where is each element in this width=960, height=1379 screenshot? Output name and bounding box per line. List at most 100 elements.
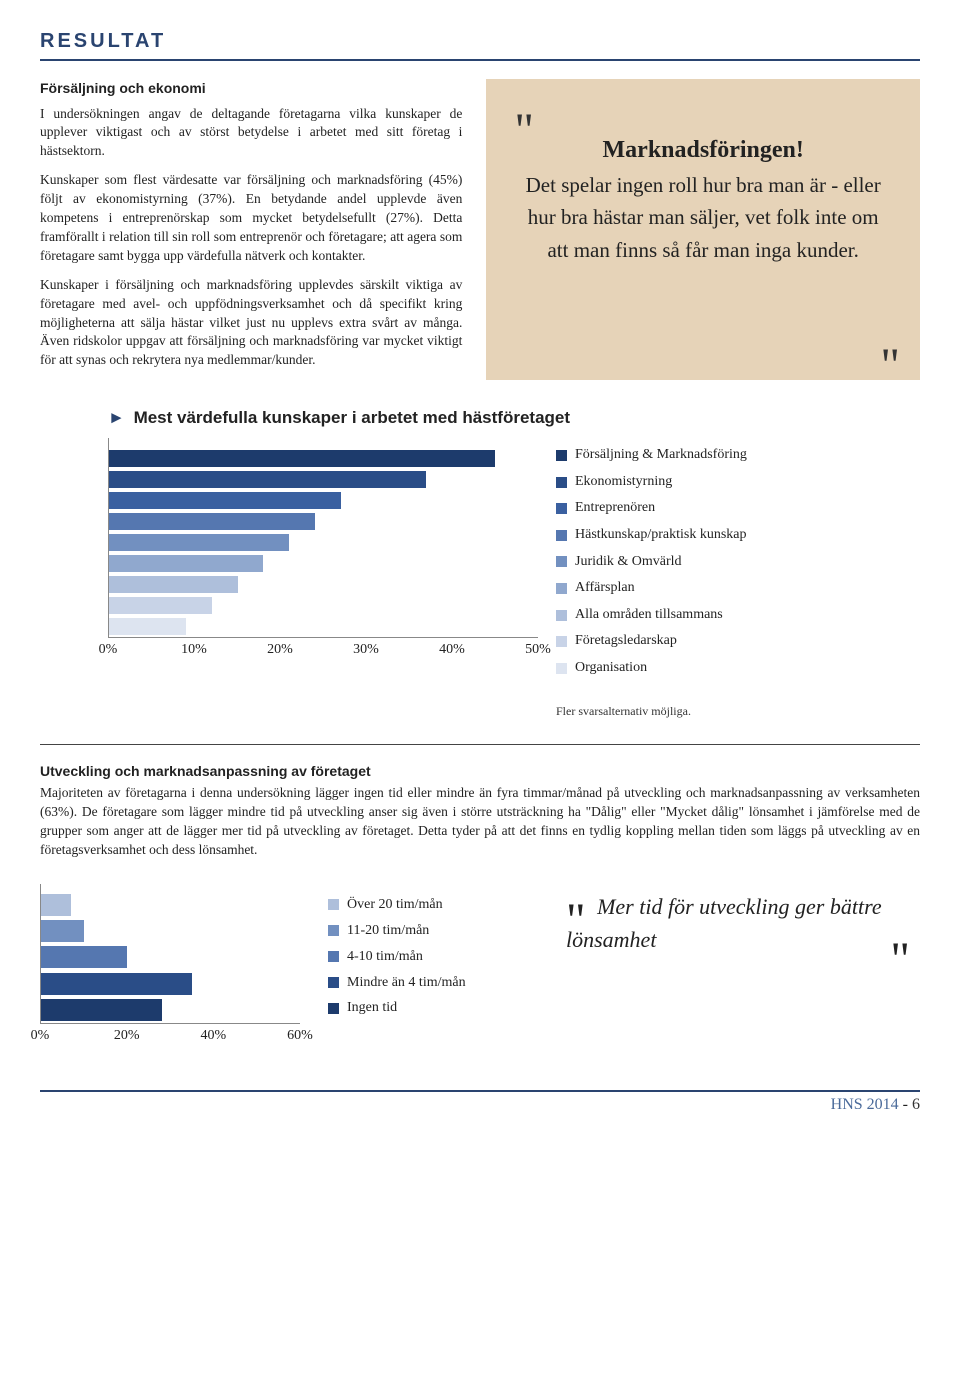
chart2-xticks: 0%20%40%60%: [40, 1026, 300, 1048]
section1-p2: Kunskaper som flest värdesatte var försä…: [40, 171, 462, 265]
legend-label: Juridik & Omvärld: [575, 549, 682, 576]
legend-label: Affärsplan: [575, 575, 635, 602]
chart1-xtick: 40%: [439, 642, 465, 658]
chart2-bar: [41, 920, 84, 942]
quote-body: Det spelar ingen roll hur bra man är - e…: [526, 173, 881, 262]
legend-label: Ekonomistyrning: [575, 469, 672, 496]
page-footer: HNS 2014 - 6: [40, 1090, 920, 1114]
legend-swatch: [328, 925, 339, 936]
footer-page: 6: [912, 1096, 920, 1113]
legend-swatch: [556, 477, 567, 488]
legend-swatch: [556, 530, 567, 541]
chart1-xticks: 0%10%20%30%40%50%: [108, 640, 538, 664]
footer-rule: [40, 1090, 920, 1092]
chart1-bar: [109, 555, 263, 572]
section2-p1: Majoriteten av företagarna i denna under…: [40, 784, 920, 860]
legend-item: Mindre än 4 tim/mån: [328, 970, 528, 996]
chart1-bar: [109, 471, 426, 488]
chart1-bar: [109, 513, 315, 530]
arrow-icon: ►: [108, 408, 125, 427]
legend-item: Ekonomistyrning: [556, 469, 920, 496]
chart1-container: 0%10%20%30%40%50% Försäljning & Marknads…: [108, 438, 920, 722]
quote2-open-icon: ": [566, 894, 586, 947]
chart2-bars: [40, 884, 300, 1024]
chart1-bar: [109, 618, 186, 635]
legend-label: Entreprenören: [575, 495, 655, 522]
footer-dash: -: [903, 1096, 912, 1113]
footer-source: HNS 2014: [831, 1096, 899, 1113]
chart2-xtick: 0%: [31, 1028, 50, 1044]
legend-swatch: [556, 450, 567, 461]
legend-swatch: [328, 899, 339, 910]
section2: Utveckling och marknadsanpassning av för…: [40, 763, 920, 860]
chart1-bar: [109, 492, 341, 509]
chart1-bars: [108, 438, 538, 638]
legend-label: 4-10 tim/mån: [347, 944, 423, 970]
legend-label: Alla områden tillsammans: [575, 602, 723, 629]
chart1-note: Fler svarsalternativ möjliga.: [556, 700, 920, 723]
chart2-legend: Över 20 tim/mån11-20 tim/mån4-10 tim/mån…: [328, 884, 528, 1021]
legend-swatch: [556, 610, 567, 621]
chart1-heading: ► Mest värdefulla kunskaper i arbetet me…: [108, 408, 920, 428]
legend-swatch: [556, 583, 567, 594]
top-section: Försäljning och ekonomi I undersökningen…: [40, 79, 920, 380]
legend-swatch: [328, 951, 339, 962]
legend-label: 11-20 tim/mån: [347, 918, 429, 944]
chart2-bar: [41, 973, 192, 995]
legend-item: Juridik & Omvärld: [556, 549, 920, 576]
chart1-bar: [109, 597, 212, 614]
legend-item: 4-10 tim/mån: [328, 944, 528, 970]
quote2-text: Mer tid för utveckling ger bättre lönsam…: [566, 894, 882, 952]
legend-swatch: [556, 636, 567, 647]
legend-item: Organisation: [556, 655, 920, 682]
chart1-bar: [109, 534, 289, 551]
legend-item: 11-20 tim/mån: [328, 918, 528, 944]
legend-label: Över 20 tim/mån: [347, 892, 443, 918]
quote-box: " Marknadsföringen! Det spelar ingen rol…: [486, 79, 920, 380]
legend-label: Ingen tid: [347, 995, 397, 1021]
section1-p3: Kunskaper i försäljning och marknadsföri…: [40, 276, 462, 370]
section1-p1: I undersökningen angav de deltagande för…: [40, 105, 462, 162]
chart1-xtick: 20%: [267, 642, 293, 658]
chart1-bar: [109, 576, 238, 593]
legend-item: Entreprenören: [556, 495, 920, 522]
legend-swatch: [328, 1003, 339, 1014]
chart2-bar: [41, 894, 71, 916]
bottom-row: 0%20%40%60% Över 20 tim/mån11-20 tim/mån…: [40, 884, 920, 1048]
chart1-bar: [109, 450, 495, 467]
chart1-legend: Försäljning & MarknadsföringEkonomistyrn…: [556, 438, 920, 722]
page-title: RESULTAT: [40, 30, 920, 61]
chart2-bar: [41, 946, 127, 968]
chart2-xtick: 20%: [114, 1028, 140, 1044]
left-column: Försäljning och ekonomi I undersökningen…: [40, 79, 462, 380]
chart2-xtick: 40%: [200, 1028, 226, 1044]
chart2-bar: [41, 999, 162, 1021]
quote-open-icon: ": [514, 104, 534, 157]
section-divider: [40, 744, 920, 745]
chart1-xtick: 10%: [181, 642, 207, 658]
legend-item: Hästkunskap/praktisk kunskap: [556, 522, 920, 549]
legend-swatch: [328, 977, 339, 988]
section2-heading: Utveckling och marknadsanpassning av för…: [40, 763, 920, 779]
legend-item: Företagsledarskap: [556, 628, 920, 655]
legend-item: Affärsplan: [556, 575, 920, 602]
legend-item: Försäljning & Marknadsföring: [556, 442, 920, 469]
chart1-xtick: 50%: [525, 642, 551, 658]
section1-heading: Försäljning och ekonomi: [40, 79, 462, 99]
quote-title: Marknadsföringen!: [603, 137, 804, 163]
legend-item: Ingen tid: [328, 995, 528, 1021]
chart1-heading-text: Mest värdefulla kunskaper i arbetet med …: [134, 408, 570, 427]
legend-swatch: [556, 503, 567, 514]
legend-label: Mindre än 4 tim/mån: [347, 970, 466, 996]
legend-item: Alla områden tillsammans: [556, 602, 920, 629]
legend-swatch: [556, 556, 567, 567]
chart2: 0%20%40%60%: [40, 884, 300, 1048]
chart1-xtick: 30%: [353, 642, 379, 658]
quote2: " Mer tid för utveckling ger bättre löns…: [556, 884, 920, 956]
legend-item: Över 20 tim/mån: [328, 892, 528, 918]
legend-label: Försäljning & Marknadsföring: [575, 442, 747, 469]
legend-swatch: [556, 663, 567, 674]
legend-label: Hästkunskap/praktisk kunskap: [575, 522, 746, 549]
chart1: 0%10%20%30%40%50%: [108, 438, 538, 722]
legend-label: Företagsledarskap: [575, 628, 677, 655]
